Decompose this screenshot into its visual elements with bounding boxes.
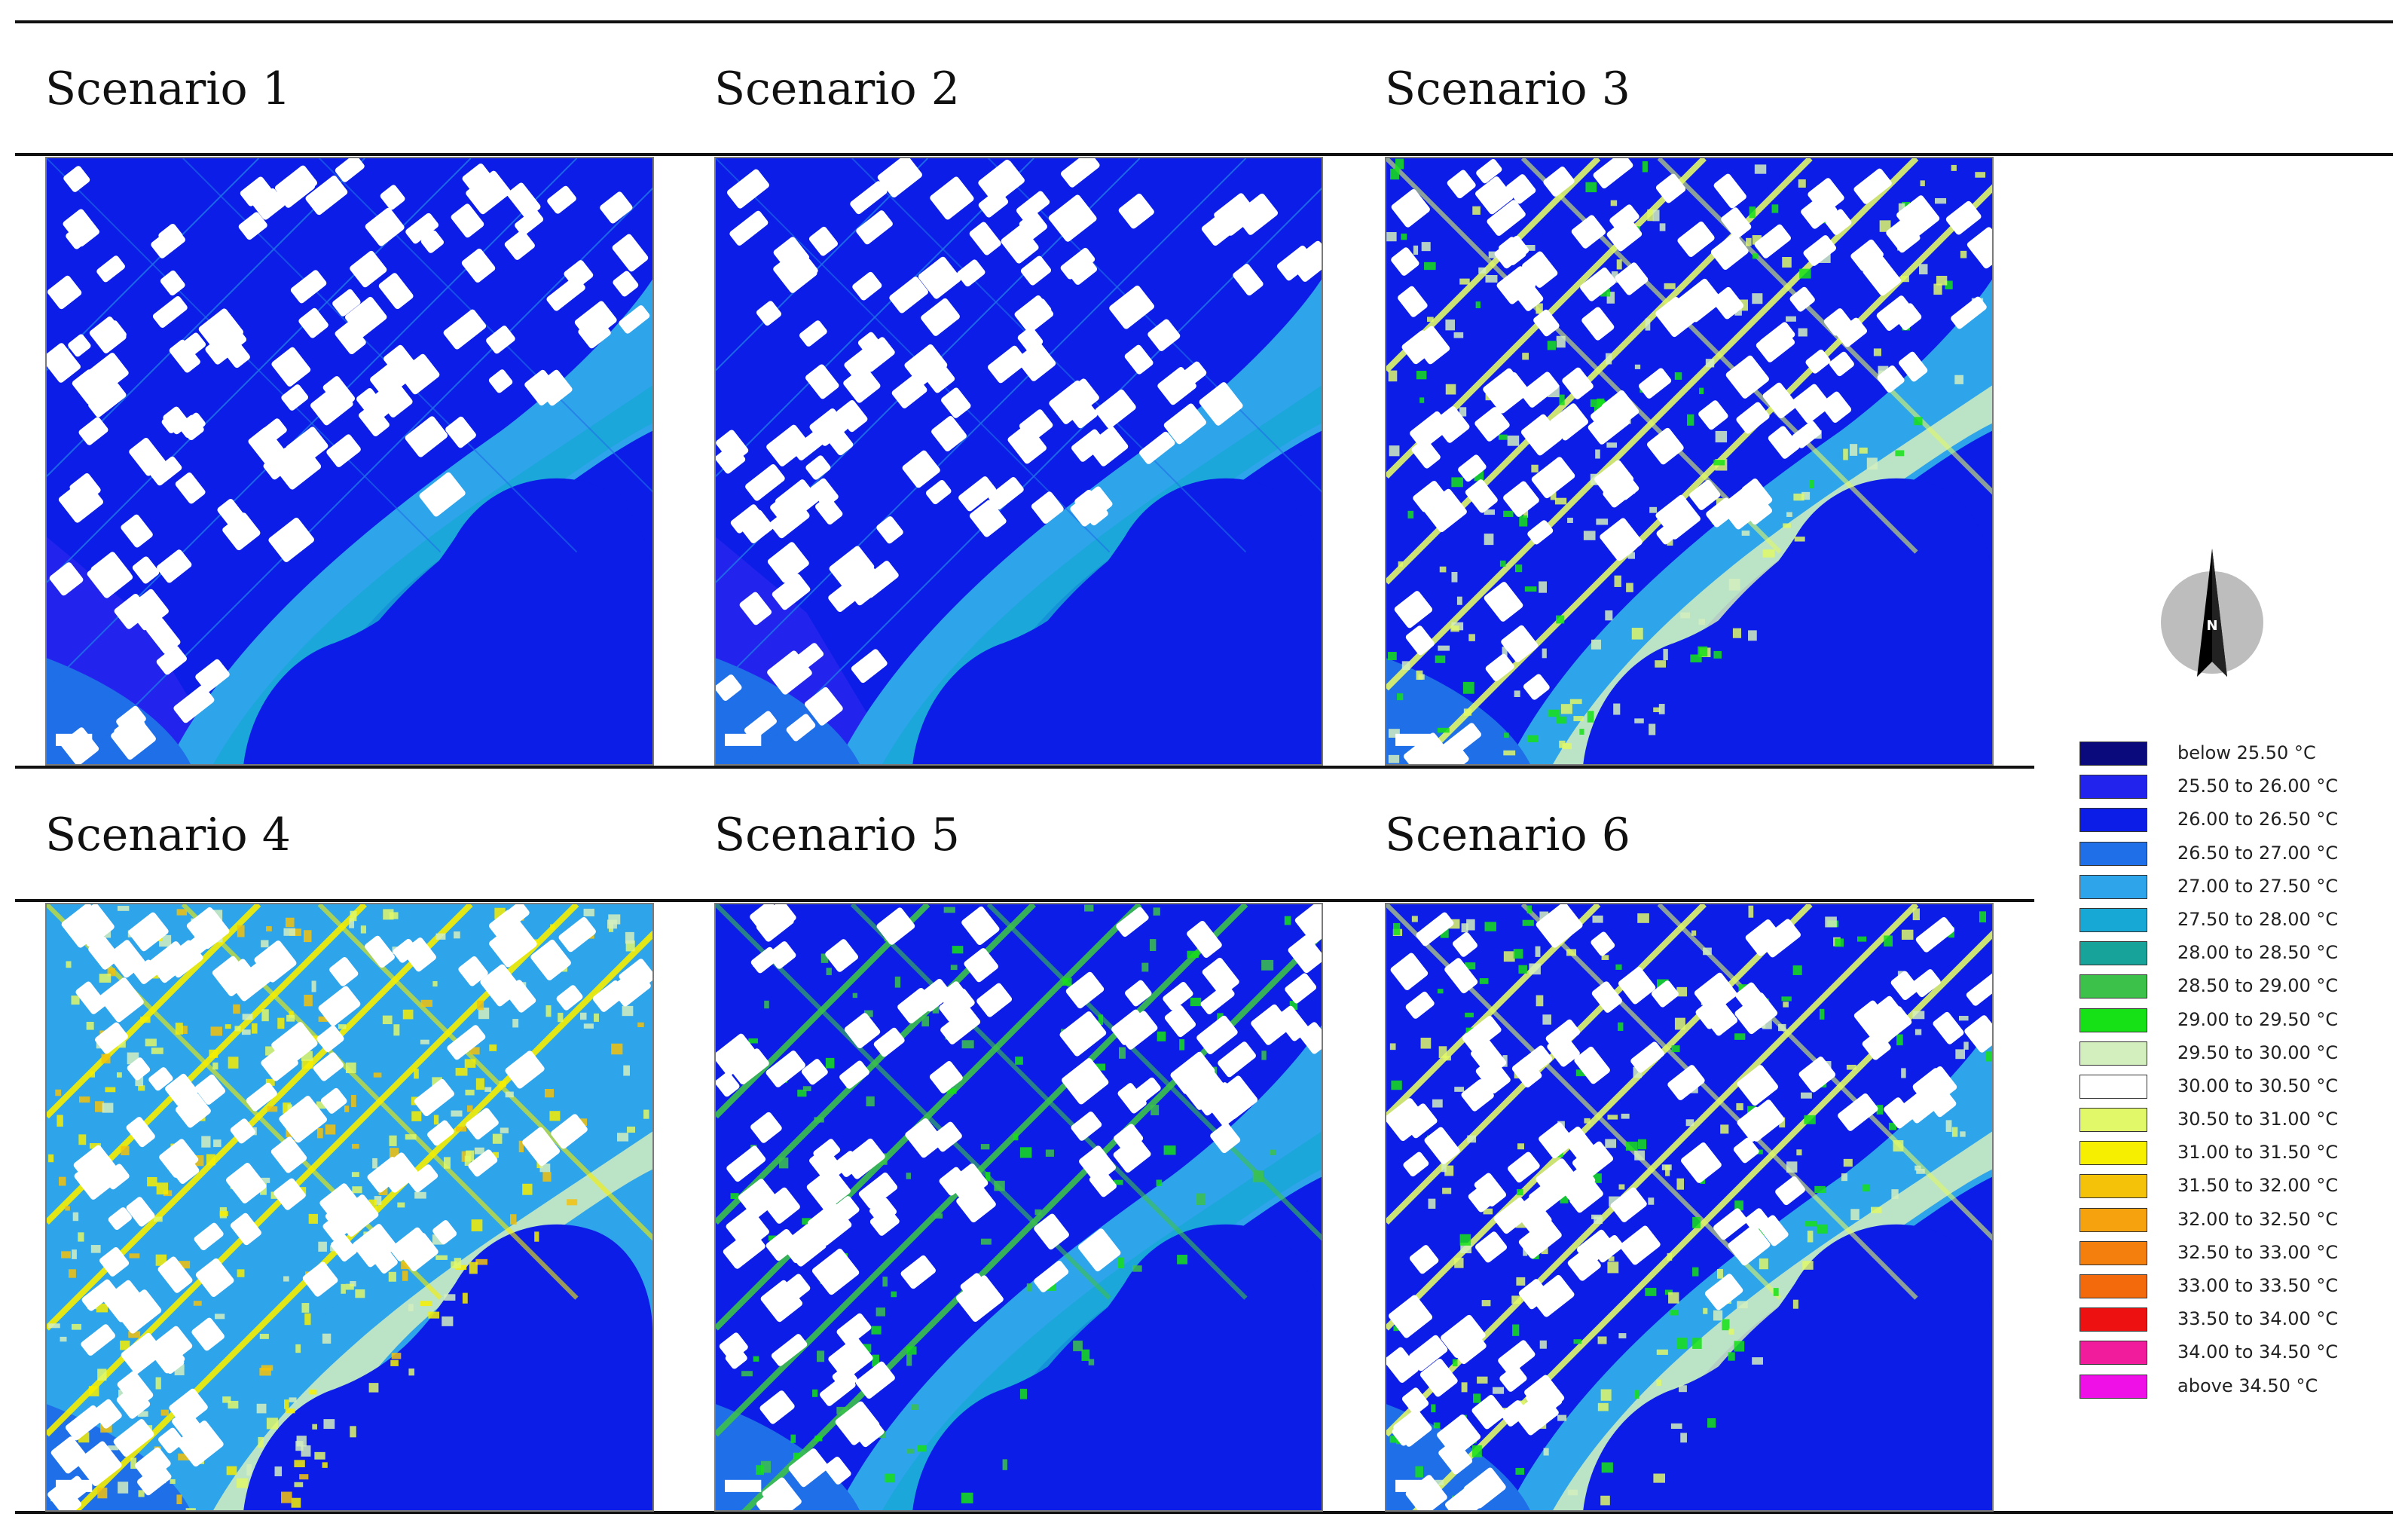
legend-item: 28.50 to 29.00 °C	[2079, 970, 2403, 1003]
legend-label: 32.00 to 32.50 °C	[2177, 1208, 2339, 1230]
simulation-map-graphic	[47, 158, 652, 764]
legend-item: 28.00 to 28.50 °C	[2079, 937, 2403, 970]
scenario-6-map	[1385, 903, 1994, 1512]
legend-swatch	[2079, 1041, 2147, 1066]
legend-label: below 25.50 °C	[2177, 742, 2316, 763]
legend-label: 30.00 to 30.50 °C	[2177, 1075, 2339, 1096]
legend-item: 32.50 to 33.00 °C	[2079, 1237, 2403, 1270]
legend-label: 31.00 to 31.50 °C	[2177, 1142, 2339, 1164]
legend-swatch	[2079, 1207, 2147, 1232]
table-bottom-rule	[15, 1511, 2393, 1514]
scenario-3-map	[1385, 157, 1994, 766]
legend-item: below 25.50 °C	[2079, 737, 2403, 770]
header-rule-row1	[15, 153, 2393, 156]
legend-item: 25.50 to 26.00 °C	[2079, 770, 2403, 803]
legend-label: 26.50 to 27.00 °C	[2177, 842, 2339, 864]
legend-label: 26.00 to 26.50 °C	[2177, 809, 2339, 830]
legend-label: above 34.50 °C	[2177, 1375, 2318, 1396]
simulation-map-graphic	[716, 904, 1322, 1510]
legend-item: 27.00 to 27.50 °C	[2079, 870, 2403, 904]
legend-label: 33.00 to 33.50 °C	[2177, 1275, 2339, 1296]
temperature-legend: below 25.50 °C 25.50 to 26.00 °C 26.00 to …	[2079, 737, 2403, 1403]
legend-item: 34.00 to 34.50 °C	[2079, 1336, 2403, 1369]
legend-swatch	[2079, 1108, 2147, 1133]
legend-swatch	[2079, 874, 2147, 899]
legend-swatch	[2079, 907, 2147, 932]
header-rule-row2	[15, 899, 2034, 902]
legend-label: 31.50 to 32.00 °C	[2177, 1175, 2339, 1197]
legend-swatch	[2079, 1008, 2147, 1032]
legend-label: 29.00 to 29.50 °C	[2177, 1008, 2339, 1030]
simulation-map-graphic	[1386, 158, 1992, 764]
legend-swatch	[2079, 1307, 2147, 1332]
legend-label: 33.50 to 34.00 °C	[2177, 1308, 2339, 1330]
legend-swatch	[2079, 808, 2147, 833]
legend-swatch	[2079, 1374, 2147, 1399]
legend-item: 26.00 to 26.50 °C	[2079, 803, 2403, 836]
north-letter: N	[2206, 618, 2217, 634]
scenario-5-label: Scenario 5	[714, 809, 960, 861]
legend-label: 25.50 to 26.00 °C	[2177, 775, 2339, 797]
legend-item: 33.50 to 34.00 °C	[2079, 1303, 2403, 1336]
legend-swatch	[2079, 1274, 2147, 1298]
legend-label: 27.50 to 28.00 °C	[2177, 908, 2339, 930]
legend-item: 29.00 to 29.50 °C	[2079, 1004, 2403, 1037]
legend-label: 32.50 to 33.00 °C	[2177, 1241, 2339, 1263]
legend-item: 26.50 to 27.00 °C	[2079, 837, 2403, 870]
table-top-rule	[15, 20, 2393, 23]
simulation-map-graphic	[716, 158, 1322, 764]
scenario-5-map	[714, 903, 1323, 1512]
legend-label: 30.50 to 31.00 °C	[2177, 1109, 2339, 1130]
simulation-map-graphic	[47, 904, 652, 1510]
legend-label: 34.00 to 34.50 °C	[2177, 1341, 2339, 1363]
legend-swatch	[2079, 1341, 2147, 1366]
legend-swatch	[2079, 1240, 2147, 1265]
legend-swatch	[2079, 775, 2147, 800]
legend-swatch	[2079, 841, 2147, 866]
legend-item: 32.00 to 32.50 °C	[2079, 1203, 2403, 1237]
legend-label: 27.00 to 27.50 °C	[2177, 875, 2339, 897]
row-separator-rule	[15, 766, 2034, 769]
scenario-4-map	[45, 903, 654, 1512]
scenario-6-label: Scenario 6	[1385, 809, 1630, 861]
scenario-1-map	[45, 157, 654, 766]
legend-item: 30.50 to 31.00 °C	[2079, 1103, 2403, 1136]
legend-label: 28.00 to 28.50 °C	[2177, 942, 2339, 964]
legend-item: 33.00 to 33.50 °C	[2079, 1270, 2403, 1303]
legend-label: 28.50 to 29.00 °C	[2177, 975, 2339, 997]
simulation-map-graphic	[1386, 904, 1992, 1510]
scenario-4-label: Scenario 4	[45, 809, 291, 861]
legend-item: 31.00 to 31.50 °C	[2079, 1136, 2403, 1170]
legend-item: 29.50 to 30.00 °C	[2079, 1037, 2403, 1070]
legend-item: 30.00 to 30.50 °C	[2079, 1070, 2403, 1103]
legend-item: above 34.50 °C	[2079, 1370, 2403, 1403]
scenario-2-label: Scenario 2	[714, 63, 960, 115]
scenario-1-label: Scenario 1	[45, 63, 291, 115]
legend-swatch	[2079, 941, 2147, 966]
legend-swatch	[2079, 1074, 2147, 1099]
legend-swatch	[2079, 974, 2147, 999]
north-arrow-icon: N	[2153, 549, 2271, 689]
legend-swatch	[2079, 1141, 2147, 1166]
legend-swatch	[2079, 1174, 2147, 1199]
scenario-2-map	[714, 157, 1323, 766]
legend-item: 27.50 to 28.00 °C	[2079, 904, 2403, 937]
legend-swatch	[2079, 742, 2147, 766]
scenario-3-label: Scenario 3	[1385, 63, 1630, 115]
legend-label: 29.50 to 30.00 °C	[2177, 1041, 2339, 1063]
legend-item: 31.50 to 32.00 °C	[2079, 1170, 2403, 1203]
